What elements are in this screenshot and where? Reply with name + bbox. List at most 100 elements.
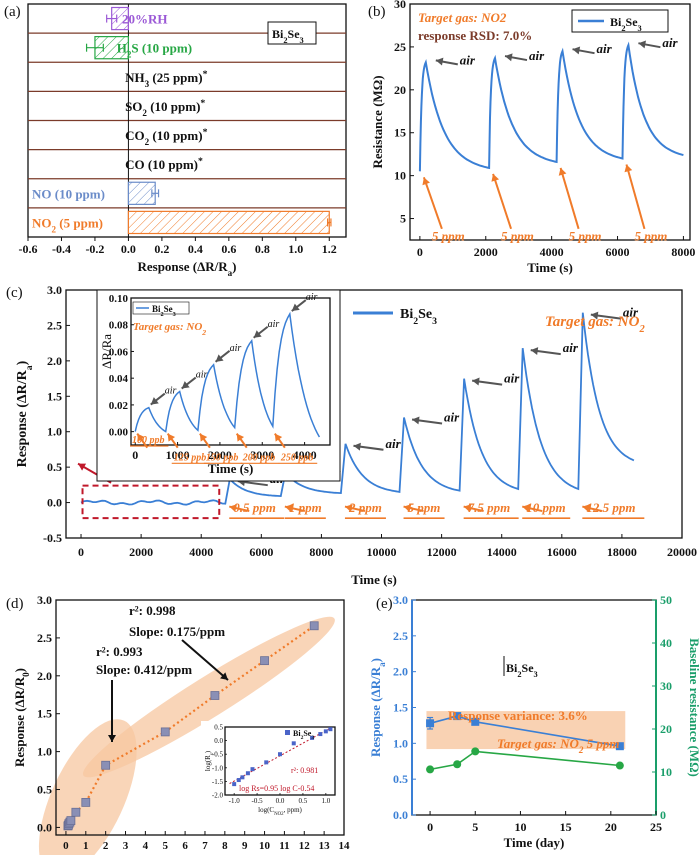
gas-arrow xyxy=(229,504,250,513)
air-label: air xyxy=(623,305,639,320)
x-tick-label: 1.0 xyxy=(321,797,330,805)
air-arrow xyxy=(504,53,528,62)
air-label: air xyxy=(597,41,613,56)
y-tick-label: 0.5 xyxy=(37,783,52,797)
concentration-label: 12.5 ppm xyxy=(586,500,635,515)
arrow-head xyxy=(274,433,283,442)
arrow-head xyxy=(463,504,472,513)
target-gas-note: Target gas: NO2 5 ppm xyxy=(497,736,620,755)
x-tick-label: -0.6 xyxy=(19,242,38,256)
y-tick-label: 0.02 xyxy=(109,400,129,412)
arrow-shaft xyxy=(492,173,513,230)
text-part: ) xyxy=(204,750,212,753)
legend-box xyxy=(132,301,190,315)
text-part: log(C xyxy=(258,806,274,814)
y-tick-label: 0.08 xyxy=(109,320,129,332)
y-tick-label: -0.5 xyxy=(212,751,224,759)
y-tick-label: 0.00 xyxy=(109,427,129,439)
inset-point xyxy=(291,741,296,746)
text-part: NH xyxy=(125,70,145,85)
concentration-label: 5 ppm xyxy=(634,228,667,243)
x-tick-label: 9 xyxy=(242,840,248,852)
text-part: Bi xyxy=(293,729,301,738)
data-point xyxy=(66,816,76,825)
baseline-point xyxy=(615,761,624,770)
y-axis-label-left: Response (ΔR/Ra) xyxy=(368,658,387,757)
y-tick-label: 30 xyxy=(394,0,406,11)
text-part: 2 xyxy=(638,324,645,335)
data-point xyxy=(71,807,81,817)
inset-equation-label: log Rs=0.95 log C-0.54 xyxy=(239,784,314,793)
x-tick-label: 0.2 xyxy=(154,242,169,256)
x-tick-label: 6 xyxy=(182,840,188,852)
x-tick-label: 3000 xyxy=(250,448,274,462)
y-axis-label: Resistance (MΩ) xyxy=(370,75,385,168)
x-tick-label: 4000 xyxy=(293,448,317,462)
concentration-label: 5 ppm xyxy=(408,500,441,515)
category-label: 20%RH xyxy=(122,12,168,27)
y-tick-label: 3.0 xyxy=(37,593,52,607)
air-label: air xyxy=(306,292,318,303)
text-part: a xyxy=(228,268,233,278)
arrow-head xyxy=(181,381,190,389)
x-tick-label: 0 xyxy=(427,820,433,834)
panel-b-legend: Bi2Se3 xyxy=(571,9,669,33)
panel-label: (d) xyxy=(6,596,24,612)
x-tick-label: -0.2 xyxy=(85,242,104,256)
concentration-label: 10 ppm xyxy=(526,500,565,515)
text-part: 3 xyxy=(300,36,304,45)
x-tick-label: 12000 xyxy=(427,545,457,559)
panel-label: (e) xyxy=(376,596,393,612)
gas-arrow xyxy=(624,164,646,230)
inset-x-axis-label: log(CNO2, ppm) xyxy=(258,806,302,817)
concentration-label: 250 ppb xyxy=(280,452,314,463)
gas-arrow xyxy=(491,173,513,230)
slope-high-label: Slope: 0.175/ppm xyxy=(129,624,225,639)
data-point xyxy=(81,798,91,807)
target-gas-note: Target gas: NO2 xyxy=(545,314,645,335)
x-tick-label: 2 xyxy=(103,840,109,852)
arrow-head xyxy=(220,672,228,680)
arrow-head xyxy=(422,177,430,186)
x-tick-label: 2000 xyxy=(129,545,153,559)
x-tick-label: 0 xyxy=(417,245,423,259)
x-axis-label: Time (s) xyxy=(527,260,573,275)
gas-arrow xyxy=(235,433,248,449)
y-tick-label: 0.10 xyxy=(109,293,129,305)
baseline-point xyxy=(426,765,435,774)
x-tick-label: 5 xyxy=(162,840,168,852)
panel-b: 0 2000 4000 6000 8000 5 10 15 20 25 30 Time (s) Resi… xyxy=(368,0,695,275)
concentration-label: 2 ppm xyxy=(348,500,382,515)
text-part: Se xyxy=(626,15,639,29)
text-part: 3 xyxy=(638,24,642,33)
text-part: (5 ppm) xyxy=(56,215,103,230)
text-part: (10 ppm) xyxy=(149,128,202,143)
text-part: 2 xyxy=(161,311,164,318)
rsd-note: response RSD: 7.0% xyxy=(418,28,532,43)
text-part: s xyxy=(210,753,215,755)
inset-y-axis-label: log(Rs) xyxy=(204,750,215,771)
x-tick-label: 1.2 xyxy=(322,242,337,256)
air-arrow xyxy=(181,376,197,390)
text-part: 2 xyxy=(283,36,287,45)
x-tick-label: 0.4 xyxy=(188,242,203,256)
x-tick-label: 14000 xyxy=(487,545,517,559)
text-part: ) xyxy=(12,668,27,672)
gas-arrow xyxy=(344,504,366,513)
category-label: CO (10 ppm)* xyxy=(125,156,203,173)
data-point xyxy=(160,727,170,737)
text-part: NO xyxy=(32,215,52,230)
y-tick-label-left: 2.5 xyxy=(393,629,408,643)
data-point xyxy=(210,691,220,700)
legend-label: Bi2Se3 xyxy=(506,661,538,679)
inset-point xyxy=(245,771,250,776)
legend-box xyxy=(267,21,317,45)
y-tick-label: 0.0 xyxy=(214,737,223,745)
text-part: a xyxy=(24,365,35,370)
arrow-shaft xyxy=(559,167,580,230)
x-tick-label: 8000 xyxy=(309,545,333,559)
gas-arrow xyxy=(422,177,443,230)
y-tick-label: 10 xyxy=(394,169,406,183)
response-series xyxy=(80,312,635,506)
